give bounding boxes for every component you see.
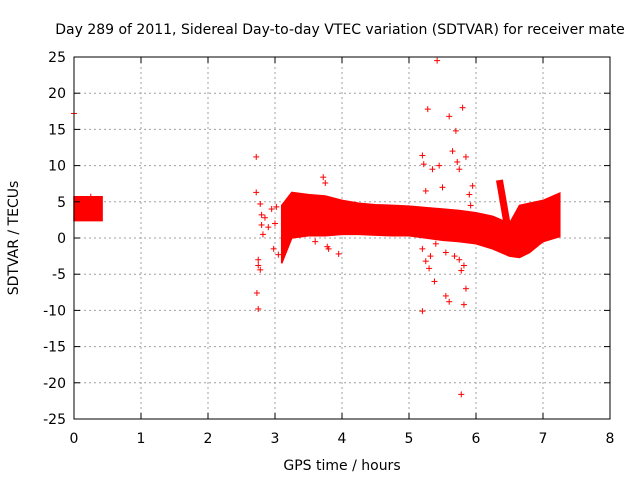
data-point xyxy=(272,220,278,227)
data-point xyxy=(452,127,459,134)
data-point xyxy=(456,256,463,263)
x-tick-label: 8 xyxy=(606,431,615,447)
data-point xyxy=(322,179,329,186)
y-tick-label: 25 xyxy=(48,50,66,66)
data-point xyxy=(261,214,268,221)
ticks xyxy=(73,56,611,420)
y-tick-label: 5 xyxy=(57,195,66,211)
data-point xyxy=(320,174,327,181)
data-point xyxy=(422,187,429,194)
y-tick-label: -25 xyxy=(43,412,66,428)
y-tick-label: 10 xyxy=(48,159,66,175)
data-point xyxy=(459,104,466,111)
data-point xyxy=(258,221,265,228)
data-point xyxy=(87,193,94,200)
data-point xyxy=(258,211,265,218)
y-axis-title: SDTVAR / TECUs xyxy=(6,181,22,296)
data-point xyxy=(429,166,436,173)
data-point xyxy=(467,202,474,209)
data-point xyxy=(449,148,456,155)
data-point xyxy=(424,106,431,113)
data-point xyxy=(420,161,427,168)
data-point xyxy=(462,153,469,160)
data-point xyxy=(91,200,98,207)
data-point xyxy=(451,253,458,260)
data-point xyxy=(257,266,264,273)
data-point xyxy=(466,191,473,198)
data-point xyxy=(422,258,429,265)
x-tick-label: 5 xyxy=(405,431,414,447)
y-tick-label: -10 xyxy=(43,303,66,319)
data-point xyxy=(439,184,446,191)
data-point xyxy=(458,267,465,274)
data-point xyxy=(431,278,438,285)
data-point xyxy=(270,245,277,252)
chart-title: Day 289 of 2011, Sidereal Day-to-day VTE… xyxy=(55,22,625,38)
data-point xyxy=(335,250,342,257)
data-point xyxy=(460,301,467,308)
data-point xyxy=(419,152,426,159)
x-tick-label: 0 xyxy=(70,431,79,447)
data-point xyxy=(255,305,262,312)
x-tick-label: 6 xyxy=(472,431,481,447)
y-tick-label: -15 xyxy=(43,340,66,356)
x-tick-label: 7 xyxy=(539,431,548,447)
data-point xyxy=(253,153,260,160)
y-tick-label: -5 xyxy=(52,267,66,283)
data-point xyxy=(273,203,280,210)
data-point xyxy=(460,262,467,269)
tick-labels: 0 1 2 3 4 5 6 7 8 -25 -20 -15 -10 -5 0 5 10 15 20 25 xyxy=(43,50,614,447)
x-tick-label: 2 xyxy=(204,431,213,447)
data-point xyxy=(434,57,441,64)
data-point xyxy=(94,206,101,213)
data-point xyxy=(255,256,262,263)
y-tick-label: 0 xyxy=(57,231,66,247)
data-point xyxy=(325,245,332,252)
data-point xyxy=(436,162,443,169)
data-point xyxy=(255,262,262,269)
data-point xyxy=(419,308,426,315)
data-point xyxy=(257,200,264,207)
data-point xyxy=(427,253,434,260)
data-point xyxy=(253,189,260,196)
data-point xyxy=(458,391,465,398)
data-point xyxy=(426,265,433,272)
data-band-block-b xyxy=(280,191,561,264)
data-point xyxy=(275,251,282,258)
data-point xyxy=(456,166,463,173)
data-point xyxy=(442,249,449,256)
x-tick-label: 3 xyxy=(271,431,280,447)
data-point xyxy=(469,182,476,189)
data-point xyxy=(438,211,445,218)
y-tick-label: 20 xyxy=(48,86,66,102)
data-point xyxy=(268,206,275,213)
x-tick-label: 4 xyxy=(338,431,347,447)
data-point xyxy=(432,240,439,247)
x-tick-label: 1 xyxy=(137,431,146,447)
data-point xyxy=(446,298,453,305)
y-tick-label: 15 xyxy=(48,122,66,138)
data-point xyxy=(259,231,266,238)
y-tick-label: -20 xyxy=(43,376,66,392)
x-axis-title: GPS time / hours xyxy=(283,458,400,474)
data-point xyxy=(253,290,260,297)
data-point xyxy=(265,224,272,231)
data-point xyxy=(462,285,469,292)
data-point xyxy=(442,292,449,299)
data-point xyxy=(446,113,453,120)
data-point xyxy=(419,245,426,252)
data-point xyxy=(312,238,319,245)
data-point xyxy=(454,158,461,165)
data-spike xyxy=(496,179,513,239)
